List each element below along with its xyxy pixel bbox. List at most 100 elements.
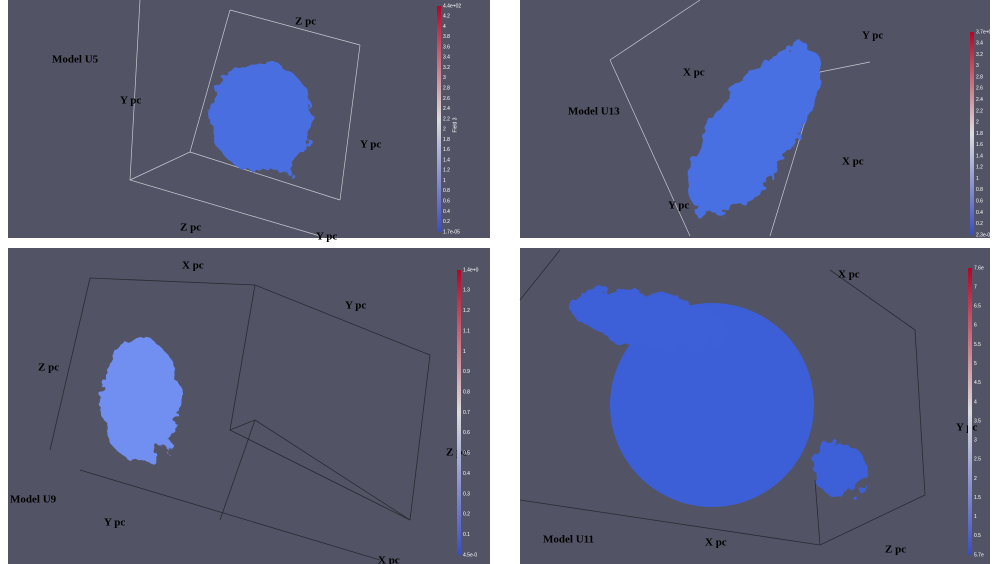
colorbar-tick: 1.2 — [443, 168, 450, 174]
colorbar-tick: 2 — [976, 120, 979, 126]
colorbar-tick: 3.4 — [443, 55, 450, 61]
colorbar-max: 7.6e — [974, 265, 984, 271]
colorbar-tick: 1.3 — [463, 288, 470, 294]
colorbar-tick: 1 — [463, 349, 466, 355]
axis-label: Z pc — [885, 544, 906, 556]
colorbar-tick: 7 — [974, 284, 977, 290]
colorbar-tick: 6.5 — [974, 304, 981, 310]
axis-label: Z pc — [38, 362, 59, 374]
colorbar-tick: 1.8 — [976, 131, 983, 137]
colorbar-tick: 3.2 — [976, 52, 983, 58]
colorbar-tick: 2.2 — [443, 116, 450, 122]
axis-label: X pc — [683, 67, 705, 79]
colorbar-tick: 1 — [443, 178, 446, 184]
density-blob — [812, 444, 868, 496]
colorbar — [457, 270, 461, 555]
colorbar-tick: 2.6 — [976, 86, 983, 92]
colorbar-tick: 2.2 — [976, 108, 983, 114]
colorbar-tick: 0.2 — [976, 221, 983, 227]
colorbar-tick: 6 — [974, 323, 977, 329]
box-edge — [49, 277, 431, 561]
colorbar-tick: 1.5 — [974, 495, 981, 501]
density-blob — [210, 63, 314, 173]
colorbar-tick: 2.8 — [976, 74, 983, 80]
model-label: Model U9 — [10, 494, 57, 506]
colorbar-tick: 4 — [974, 399, 977, 405]
colorbar-max: 1.4e+0 — [463, 267, 479, 273]
axis-label: X pc — [182, 260, 204, 272]
density-blob — [688, 44, 822, 216]
axis-label: Y pc — [120, 95, 141, 107]
colorbar-tick: 2.4 — [976, 97, 983, 103]
colorbar-tick: 0.8 — [463, 389, 470, 395]
colorbar-tick: 3 — [974, 438, 977, 444]
colorbar-tick: 5 — [974, 361, 977, 367]
box-edge — [129, 0, 361, 237]
colorbar-tick: 3.6 — [443, 44, 450, 50]
density-blob — [571, 289, 729, 351]
colorbar-tick: 0.1 — [463, 532, 470, 538]
axis-label: Z pc — [295, 16, 316, 28]
colorbar-tick: 2.5 — [974, 457, 981, 463]
model-label: Model U11 — [543, 534, 594, 546]
axis-label: Y pc — [956, 422, 977, 434]
colorbar-tick: 2 — [443, 127, 446, 133]
axis-label: Y pc — [668, 200, 689, 212]
colorbar-tick: 3.5 — [974, 418, 981, 424]
colorbar-tick: 0.2 — [443, 219, 450, 225]
colorbar-tick: 1.6 — [976, 142, 983, 148]
colorbar-tick: 0.6 — [463, 430, 470, 436]
colorbar-tick: 0.8 — [976, 187, 983, 193]
colorbar-tick: 4.2 — [443, 14, 450, 20]
colorbar-tick: 1.2 — [463, 308, 470, 314]
box-edge — [519, 249, 926, 546]
colorbar-tick: 1.2 — [976, 165, 983, 171]
model-label: Model U5 — [52, 54, 99, 66]
colorbar-tick: 1.1 — [463, 328, 470, 334]
colorbar-tick: 1.4 — [443, 157, 450, 163]
colorbar-tick: 0.4 — [976, 210, 983, 216]
axis-label: X pc — [378, 555, 400, 564]
axis-label: Y pc — [345, 300, 366, 312]
colorbar-tick: 0.6 — [976, 198, 983, 204]
colorbar-tick: 0.4 — [463, 471, 470, 477]
colorbar-min: 1.7e-05 — [443, 229, 460, 235]
colorbar-tick: 0.9 — [463, 369, 470, 375]
colorbar-tick: 1.8 — [443, 137, 450, 143]
colorbar — [437, 6, 441, 232]
colorbar-tick: 2.6 — [443, 96, 450, 102]
colorbar-tick: 3.4 — [976, 41, 983, 47]
colorbar — [970, 32, 974, 235]
colorbar-max: 3.7e+0 — [976, 29, 992, 35]
colorbar-title: Field 3 — [452, 117, 458, 132]
colorbar-tick: 3 — [976, 63, 979, 69]
colorbar-tick: 1 — [974, 514, 977, 520]
axis-label: Y pc — [360, 139, 381, 151]
colorbar-tick: 0.7 — [463, 410, 470, 416]
density-blob — [100, 338, 180, 462]
axis-label: Y pc — [862, 30, 883, 42]
density-blob — [610, 303, 814, 507]
colorbar-tick: 0.4 — [443, 209, 450, 215]
colorbar-tick: 4 — [443, 24, 446, 30]
colorbar-tick: 3 — [443, 75, 446, 81]
colorbar-min: 2.3e-0 — [976, 232, 990, 238]
colorbar-min: 5.7e — [974, 552, 984, 558]
colorbar-tick: 1.6 — [443, 147, 450, 153]
colorbar-tick: 0.5 — [974, 533, 981, 539]
colorbar — [968, 268, 972, 555]
axis-label: Z pc — [180, 222, 201, 234]
colorbar-tick: 2 — [974, 476, 977, 482]
model-label: Model U13 — [568, 106, 620, 118]
axis-label: Y pc — [316, 231, 337, 243]
axis-label: X pc — [842, 156, 864, 168]
axis-label: Z pc — [446, 447, 467, 459]
colorbar-tick: 1 — [976, 176, 979, 182]
axis-label: X pc — [838, 269, 860, 281]
colorbar-tick: 0.5 — [463, 451, 470, 457]
colorbar-tick: 0.6 — [443, 199, 450, 205]
colorbar-tick: 5.5 — [974, 342, 981, 348]
colorbar-tick: 3.2 — [443, 65, 450, 71]
colorbar-tick: 4.5 — [974, 380, 981, 386]
